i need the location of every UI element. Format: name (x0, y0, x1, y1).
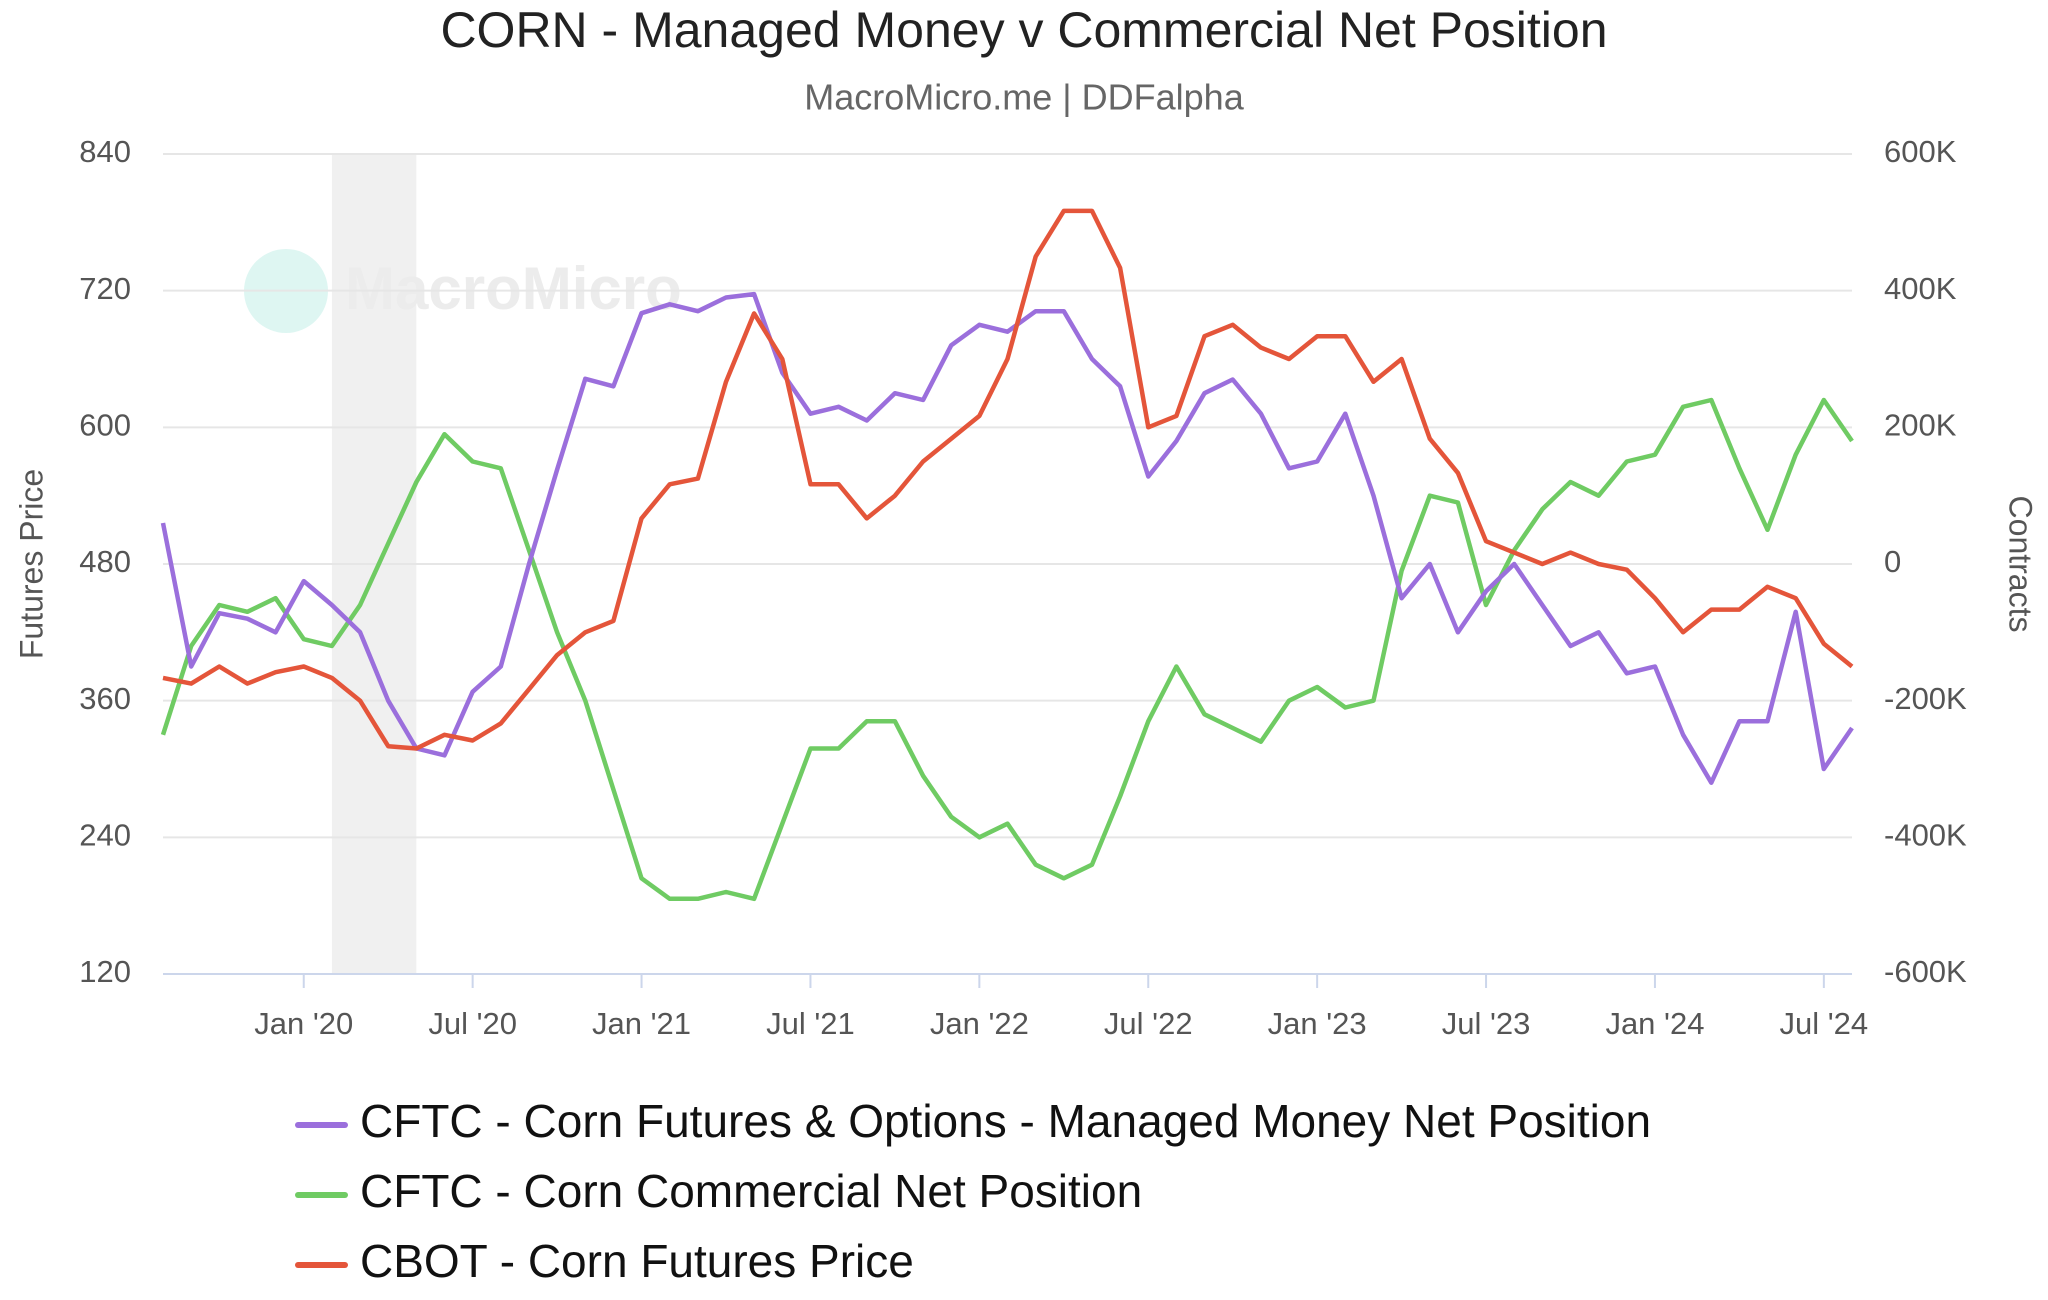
x-tick-label: Jan '23 (1268, 1006, 1367, 1041)
y2-tick-label: -400K (1884, 818, 1967, 853)
x-tick-label: Jul '20 (428, 1006, 517, 1041)
chart-subtitle: MacroMicro.me | DDFalpha (804, 77, 1244, 118)
x-tick-label: Jan '24 (1605, 1006, 1704, 1041)
y-tick-label: 720 (79, 271, 131, 306)
series-line (160, 397, 1854, 902)
y-axis-title: Futures Price (13, 469, 49, 659)
x-tick-label: Jul '21 (766, 1006, 855, 1041)
x-tick-label: Jan '20 (254, 1006, 353, 1041)
legend-label: CBOT - Corn Futures Price (360, 1235, 914, 1287)
y-tick-label: 120 (79, 954, 131, 989)
x-tick-label: Jan '21 (592, 1006, 691, 1041)
y2-tick-label: 0 (1884, 544, 1901, 579)
y2-tick-label: 600K (1884, 134, 1957, 169)
watermark: MacroMicro (345, 255, 682, 322)
y-tick-label: 240 (79, 818, 131, 853)
y-tick-label: 600 (79, 408, 131, 443)
chart-title: CORN - Managed Money v Commercial Net Po… (440, 2, 1607, 58)
y2-tick-label: -600K (1884, 954, 1967, 989)
y2-axis-title: Contracts (2003, 496, 2039, 633)
x-tick-label: Jan '22 (930, 1006, 1029, 1041)
x-tick-label: Jul '23 (1442, 1006, 1531, 1041)
y2-tick-label: 400K (1884, 271, 1957, 306)
y-tick-label: 480 (79, 544, 131, 579)
series-line (162, 208, 1854, 751)
series-line (160, 291, 1854, 785)
y-tick-label: 840 (79, 134, 131, 169)
y2-tick-label: 200K (1884, 408, 1957, 443)
y-tick-label: 360 (79, 681, 131, 716)
y2-tick-label: -200K (1884, 681, 1967, 716)
legend-label: CFTC - Corn Commercial Net Position (360, 1165, 1142, 1217)
x-tick-label: Jul '24 (1780, 1006, 1869, 1041)
legend-label: CFTC - Corn Futures & Options - Managed … (360, 1095, 1651, 1147)
x-tick-label: Jul '22 (1104, 1006, 1193, 1041)
